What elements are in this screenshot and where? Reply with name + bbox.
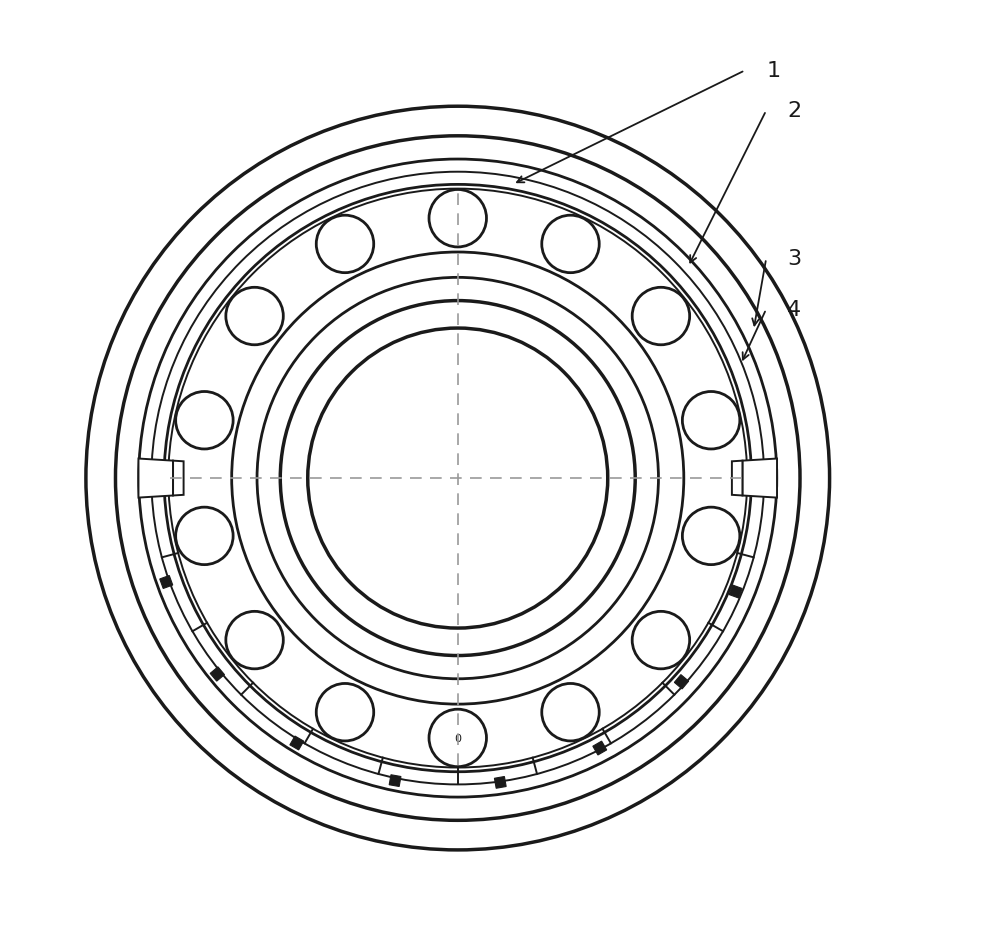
Bar — [494, 777, 506, 788]
Circle shape — [176, 392, 233, 449]
Circle shape — [682, 392, 740, 449]
Polygon shape — [742, 459, 777, 498]
Bar — [290, 737, 304, 750]
Text: 2: 2 — [787, 101, 801, 122]
Circle shape — [429, 709, 486, 767]
Circle shape — [542, 683, 599, 741]
Bar — [210, 667, 224, 681]
Text: 1: 1 — [766, 61, 780, 81]
Polygon shape — [138, 459, 173, 498]
Text: 3: 3 — [787, 249, 801, 269]
Bar — [674, 675, 689, 689]
Text: 4: 4 — [787, 300, 801, 320]
Polygon shape — [732, 461, 742, 496]
Text: 0: 0 — [454, 733, 461, 743]
Circle shape — [316, 216, 374, 273]
Circle shape — [316, 683, 374, 741]
Bar — [729, 585, 742, 598]
Circle shape — [682, 507, 740, 565]
Circle shape — [308, 329, 608, 628]
Circle shape — [164, 185, 751, 772]
Circle shape — [115, 137, 800, 821]
Circle shape — [429, 190, 486, 248]
Circle shape — [542, 216, 599, 273]
Circle shape — [226, 288, 283, 345]
Polygon shape — [173, 461, 184, 496]
Circle shape — [632, 288, 690, 345]
Bar — [593, 741, 607, 755]
Bar — [160, 576, 173, 589]
Circle shape — [176, 507, 233, 565]
Bar — [389, 775, 401, 786]
Circle shape — [632, 612, 690, 669]
Circle shape — [226, 612, 283, 669]
Circle shape — [257, 278, 658, 679]
